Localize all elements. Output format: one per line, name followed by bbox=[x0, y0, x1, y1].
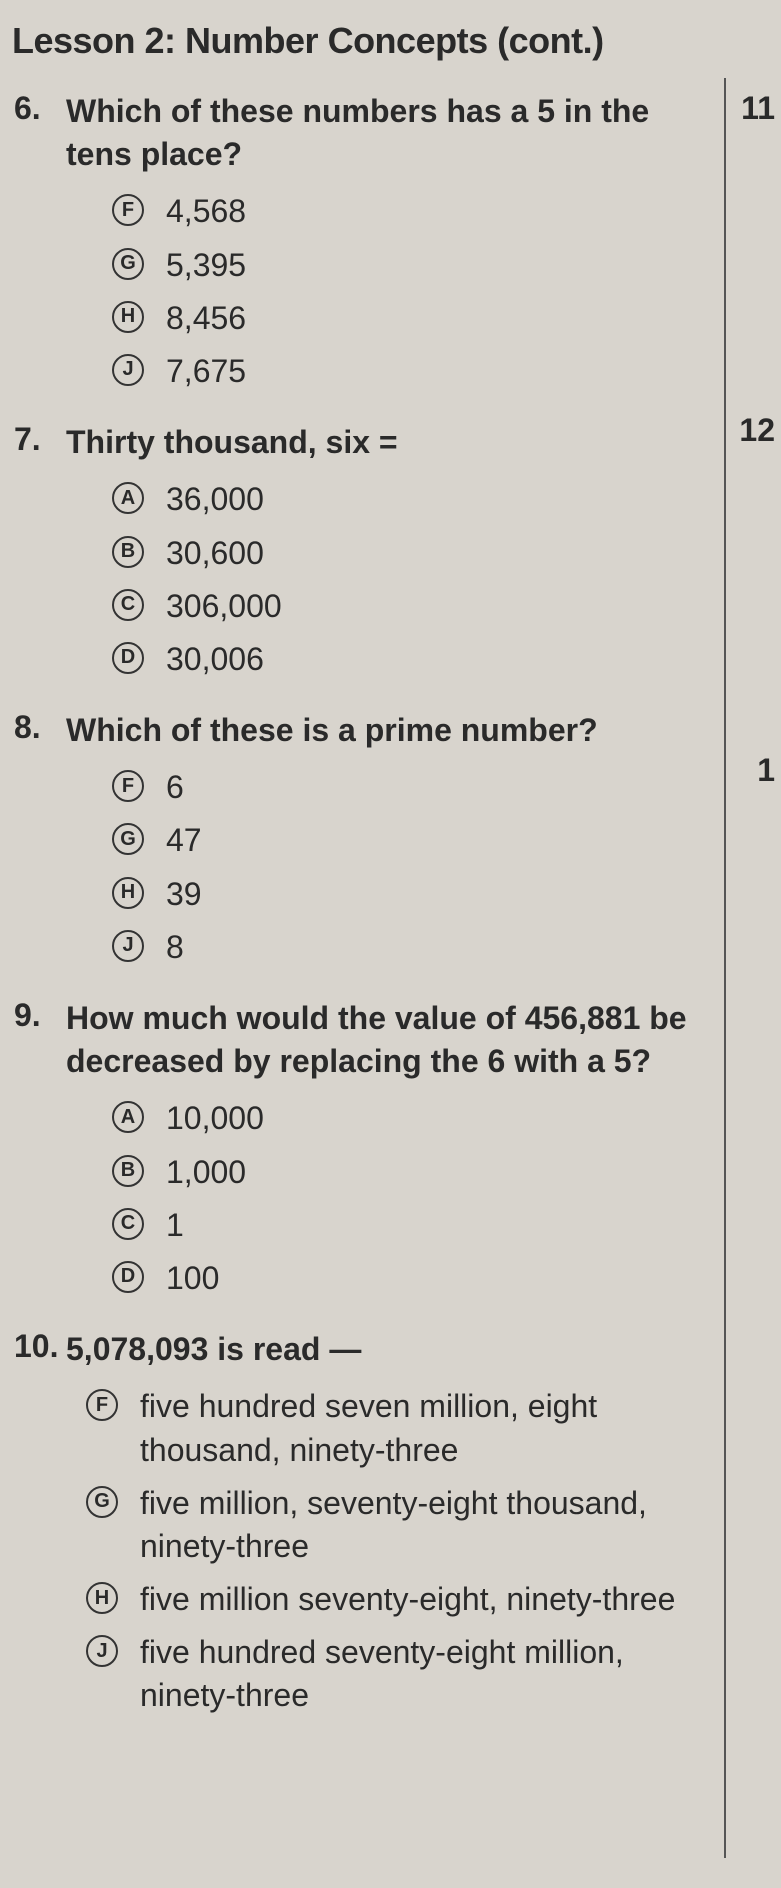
choice-text: five million, seventy-eight thousand, ni… bbox=[140, 1482, 693, 1568]
choice-text: five hundred seventy-eight million, nine… bbox=[140, 1631, 693, 1717]
choice-list: A 10,000 B 1,000 C 1 D 100 bbox=[66, 1097, 693, 1300]
choice-text: 39 bbox=[166, 873, 202, 916]
choice-row[interactable]: J 8 bbox=[112, 926, 693, 969]
question-prompt: Which of these is a prime number? bbox=[66, 709, 693, 752]
question-number: 6. bbox=[8, 90, 66, 403]
choice-bubble[interactable]: D bbox=[112, 1261, 144, 1293]
choice-bubble[interactable]: J bbox=[112, 354, 144, 386]
choice-text: five million seventy-eight, ninety-three bbox=[140, 1578, 675, 1621]
question-6: 6. Which of these numbers has a 5 in the… bbox=[8, 90, 763, 403]
choice-row[interactable]: C 1 bbox=[112, 1204, 693, 1247]
question-body: 5,078,093 is read — F five hundred seven… bbox=[66, 1328, 693, 1728]
choice-bubble[interactable]: F bbox=[86, 1389, 118, 1421]
choice-row[interactable]: H 39 bbox=[112, 873, 693, 916]
question-9: 9. How much would the value of 456,881 b… bbox=[8, 997, 763, 1310]
choice-list: F 6 G 47 H 39 J 8 bbox=[66, 766, 693, 969]
choice-bubble[interactable]: G bbox=[112, 248, 144, 280]
question-7: 7. Thirty thousand, six = A 36,000 B 30,… bbox=[8, 421, 763, 691]
choice-text: 10,000 bbox=[166, 1097, 264, 1140]
choice-text: five hundred seven million, eight thousa… bbox=[140, 1385, 693, 1471]
choice-list: F 4,568 G 5,395 H 8,456 J 7,675 bbox=[66, 190, 693, 393]
choice-row[interactable]: G 47 bbox=[112, 819, 693, 862]
choice-bubble[interactable]: A bbox=[112, 1101, 144, 1133]
question-prompt: How much would the value of 456,881 be d… bbox=[66, 997, 693, 1083]
choice-text: 100 bbox=[166, 1257, 219, 1300]
choice-bubble[interactable]: J bbox=[86, 1635, 118, 1667]
question-number: 7. bbox=[8, 421, 66, 691]
choice-text: 7,675 bbox=[166, 350, 246, 393]
choice-bubble[interactable]: C bbox=[112, 589, 144, 621]
question-8: 8. Which of these is a prime number? F 6… bbox=[8, 709, 763, 979]
choice-row[interactable]: A 36,000 bbox=[112, 478, 693, 521]
choice-text: 6 bbox=[166, 766, 184, 809]
choice-row[interactable]: H 8,456 bbox=[112, 297, 693, 340]
lesson-title: Lesson 2: Number Concepts (cont.) bbox=[8, 20, 763, 62]
choice-text: 8,456 bbox=[166, 297, 246, 340]
question-number: 9. bbox=[8, 997, 66, 1310]
choice-bubble[interactable]: B bbox=[112, 1155, 144, 1187]
choice-text: 1,000 bbox=[166, 1151, 246, 1194]
choice-bubble[interactable]: H bbox=[86, 1582, 118, 1614]
choice-text: 30,006 bbox=[166, 638, 264, 681]
choice-bubble[interactable]: C bbox=[112, 1208, 144, 1240]
question-body: Which of these numbers has a 5 in the te… bbox=[66, 90, 693, 403]
choice-row[interactable]: F five hundred seven million, eight thou… bbox=[86, 1385, 693, 1471]
choice-bubble[interactable]: F bbox=[112, 770, 144, 802]
choice-row[interactable]: G five million, seventy-eight thousand, … bbox=[86, 1482, 693, 1568]
choice-bubble[interactable]: F bbox=[112, 194, 144, 226]
question-prompt: 5,078,093 is read — bbox=[66, 1328, 693, 1371]
choice-bubble[interactable]: A bbox=[112, 482, 144, 514]
choice-row[interactable]: D 30,006 bbox=[112, 638, 693, 681]
question-10: 10. 5,078,093 is read — F five hundred s… bbox=[8, 1328, 763, 1728]
choice-text: 4,568 bbox=[166, 190, 246, 233]
next-col-number: 12 bbox=[739, 412, 775, 449]
choice-text: 36,000 bbox=[166, 478, 264, 521]
choice-text: 306,000 bbox=[166, 585, 282, 628]
column-divider bbox=[724, 78, 726, 1858]
choice-row[interactable]: G 5,395 bbox=[112, 244, 693, 287]
question-number: 8. bbox=[8, 709, 66, 979]
choice-bubble[interactable]: G bbox=[86, 1486, 118, 1518]
choice-row[interactable]: B 1,000 bbox=[112, 1151, 693, 1194]
choice-bubble[interactable]: J bbox=[112, 930, 144, 962]
choice-row[interactable]: C 306,000 bbox=[112, 585, 693, 628]
question-number: 10. bbox=[8, 1328, 66, 1728]
choice-bubble[interactable]: H bbox=[112, 301, 144, 333]
choice-row[interactable]: D 100 bbox=[112, 1257, 693, 1300]
choice-list: F five hundred seven million, eight thou… bbox=[66, 1385, 693, 1717]
choice-bubble[interactable]: H bbox=[112, 877, 144, 909]
question-body: Which of these is a prime number? F 6 G … bbox=[66, 709, 693, 979]
choice-row[interactable]: H five million seventy-eight, ninety-thr… bbox=[86, 1578, 693, 1621]
next-col-number: 11 bbox=[741, 90, 775, 127]
choice-text: 1 bbox=[166, 1204, 184, 1247]
question-prompt: Thirty thousand, six = bbox=[66, 421, 693, 464]
choice-bubble[interactable]: B bbox=[112, 536, 144, 568]
question-body: How much would the value of 456,881 be d… bbox=[66, 997, 693, 1310]
choice-row[interactable]: J 7,675 bbox=[112, 350, 693, 393]
choice-row[interactable]: F 4,568 bbox=[112, 190, 693, 233]
choice-list: A 36,000 B 30,600 C 306,000 D 30,006 bbox=[66, 478, 693, 681]
choice-row[interactable]: F 6 bbox=[112, 766, 693, 809]
choice-row[interactable]: J five hundred seventy-eight million, ni… bbox=[86, 1631, 693, 1717]
choice-row[interactable]: A 10,000 bbox=[112, 1097, 693, 1140]
choice-bubble[interactable]: D bbox=[112, 642, 144, 674]
question-prompt: Which of these numbers has a 5 in the te… bbox=[66, 90, 693, 176]
choice-bubble[interactable]: G bbox=[112, 823, 144, 855]
choice-text: 8 bbox=[166, 926, 184, 969]
choice-text: 47 bbox=[166, 819, 202, 862]
worksheet-page: Lesson 2: Number Concepts (cont.) 11 12 … bbox=[0, 0, 781, 1766]
choice-text: 30,600 bbox=[166, 532, 264, 575]
choice-row[interactable]: B 30,600 bbox=[112, 532, 693, 575]
choice-text: 5,395 bbox=[166, 244, 246, 287]
next-col-number: 1 bbox=[757, 752, 775, 789]
question-body: Thirty thousand, six = A 36,000 B 30,600… bbox=[66, 421, 693, 691]
